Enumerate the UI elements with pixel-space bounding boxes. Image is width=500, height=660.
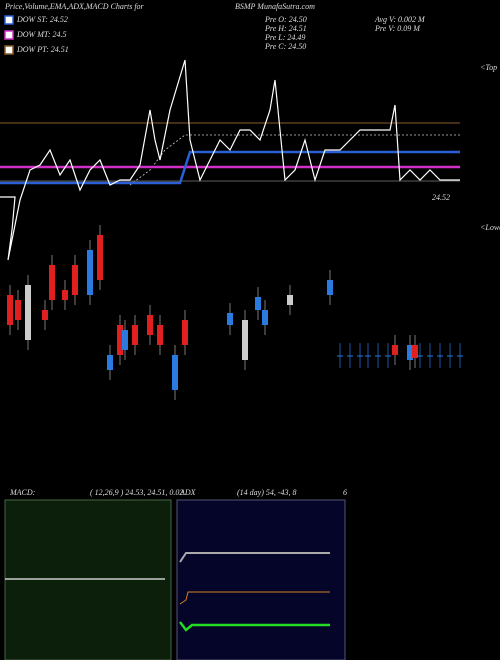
macd-title: MACD: [9, 488, 36, 497]
candle [157, 325, 163, 345]
legend-label: DOW MT: 24.5 [16, 30, 67, 39]
adx-extra: 6 [343, 488, 347, 497]
macd-panel [4, 499, 172, 660]
candle [132, 325, 138, 345]
candle [87, 250, 93, 295]
candle [287, 295, 293, 305]
candle [182, 320, 188, 345]
ohlc-label: Pre L: 24.49 [264, 33, 305, 42]
adx-panel [176, 499, 346, 660]
candle [49, 265, 55, 300]
candle [15, 300, 21, 320]
di-minus-line [179, 621, 330, 632]
candle [412, 345, 418, 358]
price-line [0, 59, 460, 261]
candle [7, 295, 13, 325]
legend-swatch [4, 15, 14, 25]
candle [407, 345, 413, 360]
di-plus-line [179, 591, 330, 605]
legend-label: DOW PT: 24.51 [16, 45, 69, 54]
dashed-line [129, 134, 460, 186]
candle [42, 310, 48, 320]
top-label: <Top [480, 63, 497, 72]
volume-label: Pre V: 0.09 M [374, 24, 421, 33]
ohlc-label: Pre O: 24.50 [264, 15, 307, 24]
candle [172, 355, 178, 390]
candle [392, 345, 398, 355]
adx-line [179, 552, 330, 563]
volume-label: Avg V: 0.002 M [374, 15, 426, 24]
legend-label: DOW ST: 24.52 [16, 15, 68, 24]
candle [117, 325, 123, 355]
candle [122, 330, 128, 350]
low-label: <Lower [480, 223, 500, 232]
price-label: 24.52 [432, 193, 450, 202]
ohlc-label: Pre C: 24.50 [264, 42, 306, 51]
candle [255, 297, 261, 310]
candle [242, 320, 248, 360]
legend-swatch [4, 30, 14, 40]
candle [262, 310, 268, 325]
candle [227, 313, 233, 325]
candle [62, 290, 68, 300]
header-symbol: BSMP MunafaSutra.com [235, 2, 315, 11]
candle [147, 315, 153, 335]
candle [25, 285, 31, 340]
candle [327, 280, 333, 295]
candle [72, 265, 78, 295]
ohlc-label: Pre H: 24.51 [264, 24, 307, 33]
adx-title: ADX [179, 488, 197, 497]
macd-params: ( 12,26,9 ) 24.53, 24.51, 0.02 [90, 488, 183, 497]
legend-swatch [4, 45, 14, 55]
candle [97, 235, 103, 280]
adx-params: (14 day) 54, -43, 8 [237, 488, 297, 497]
st-line [0, 150, 460, 185]
header-title: Price,Volume,EMA,ADX,MACD Charts for [4, 2, 145, 11]
candle [107, 355, 113, 370]
